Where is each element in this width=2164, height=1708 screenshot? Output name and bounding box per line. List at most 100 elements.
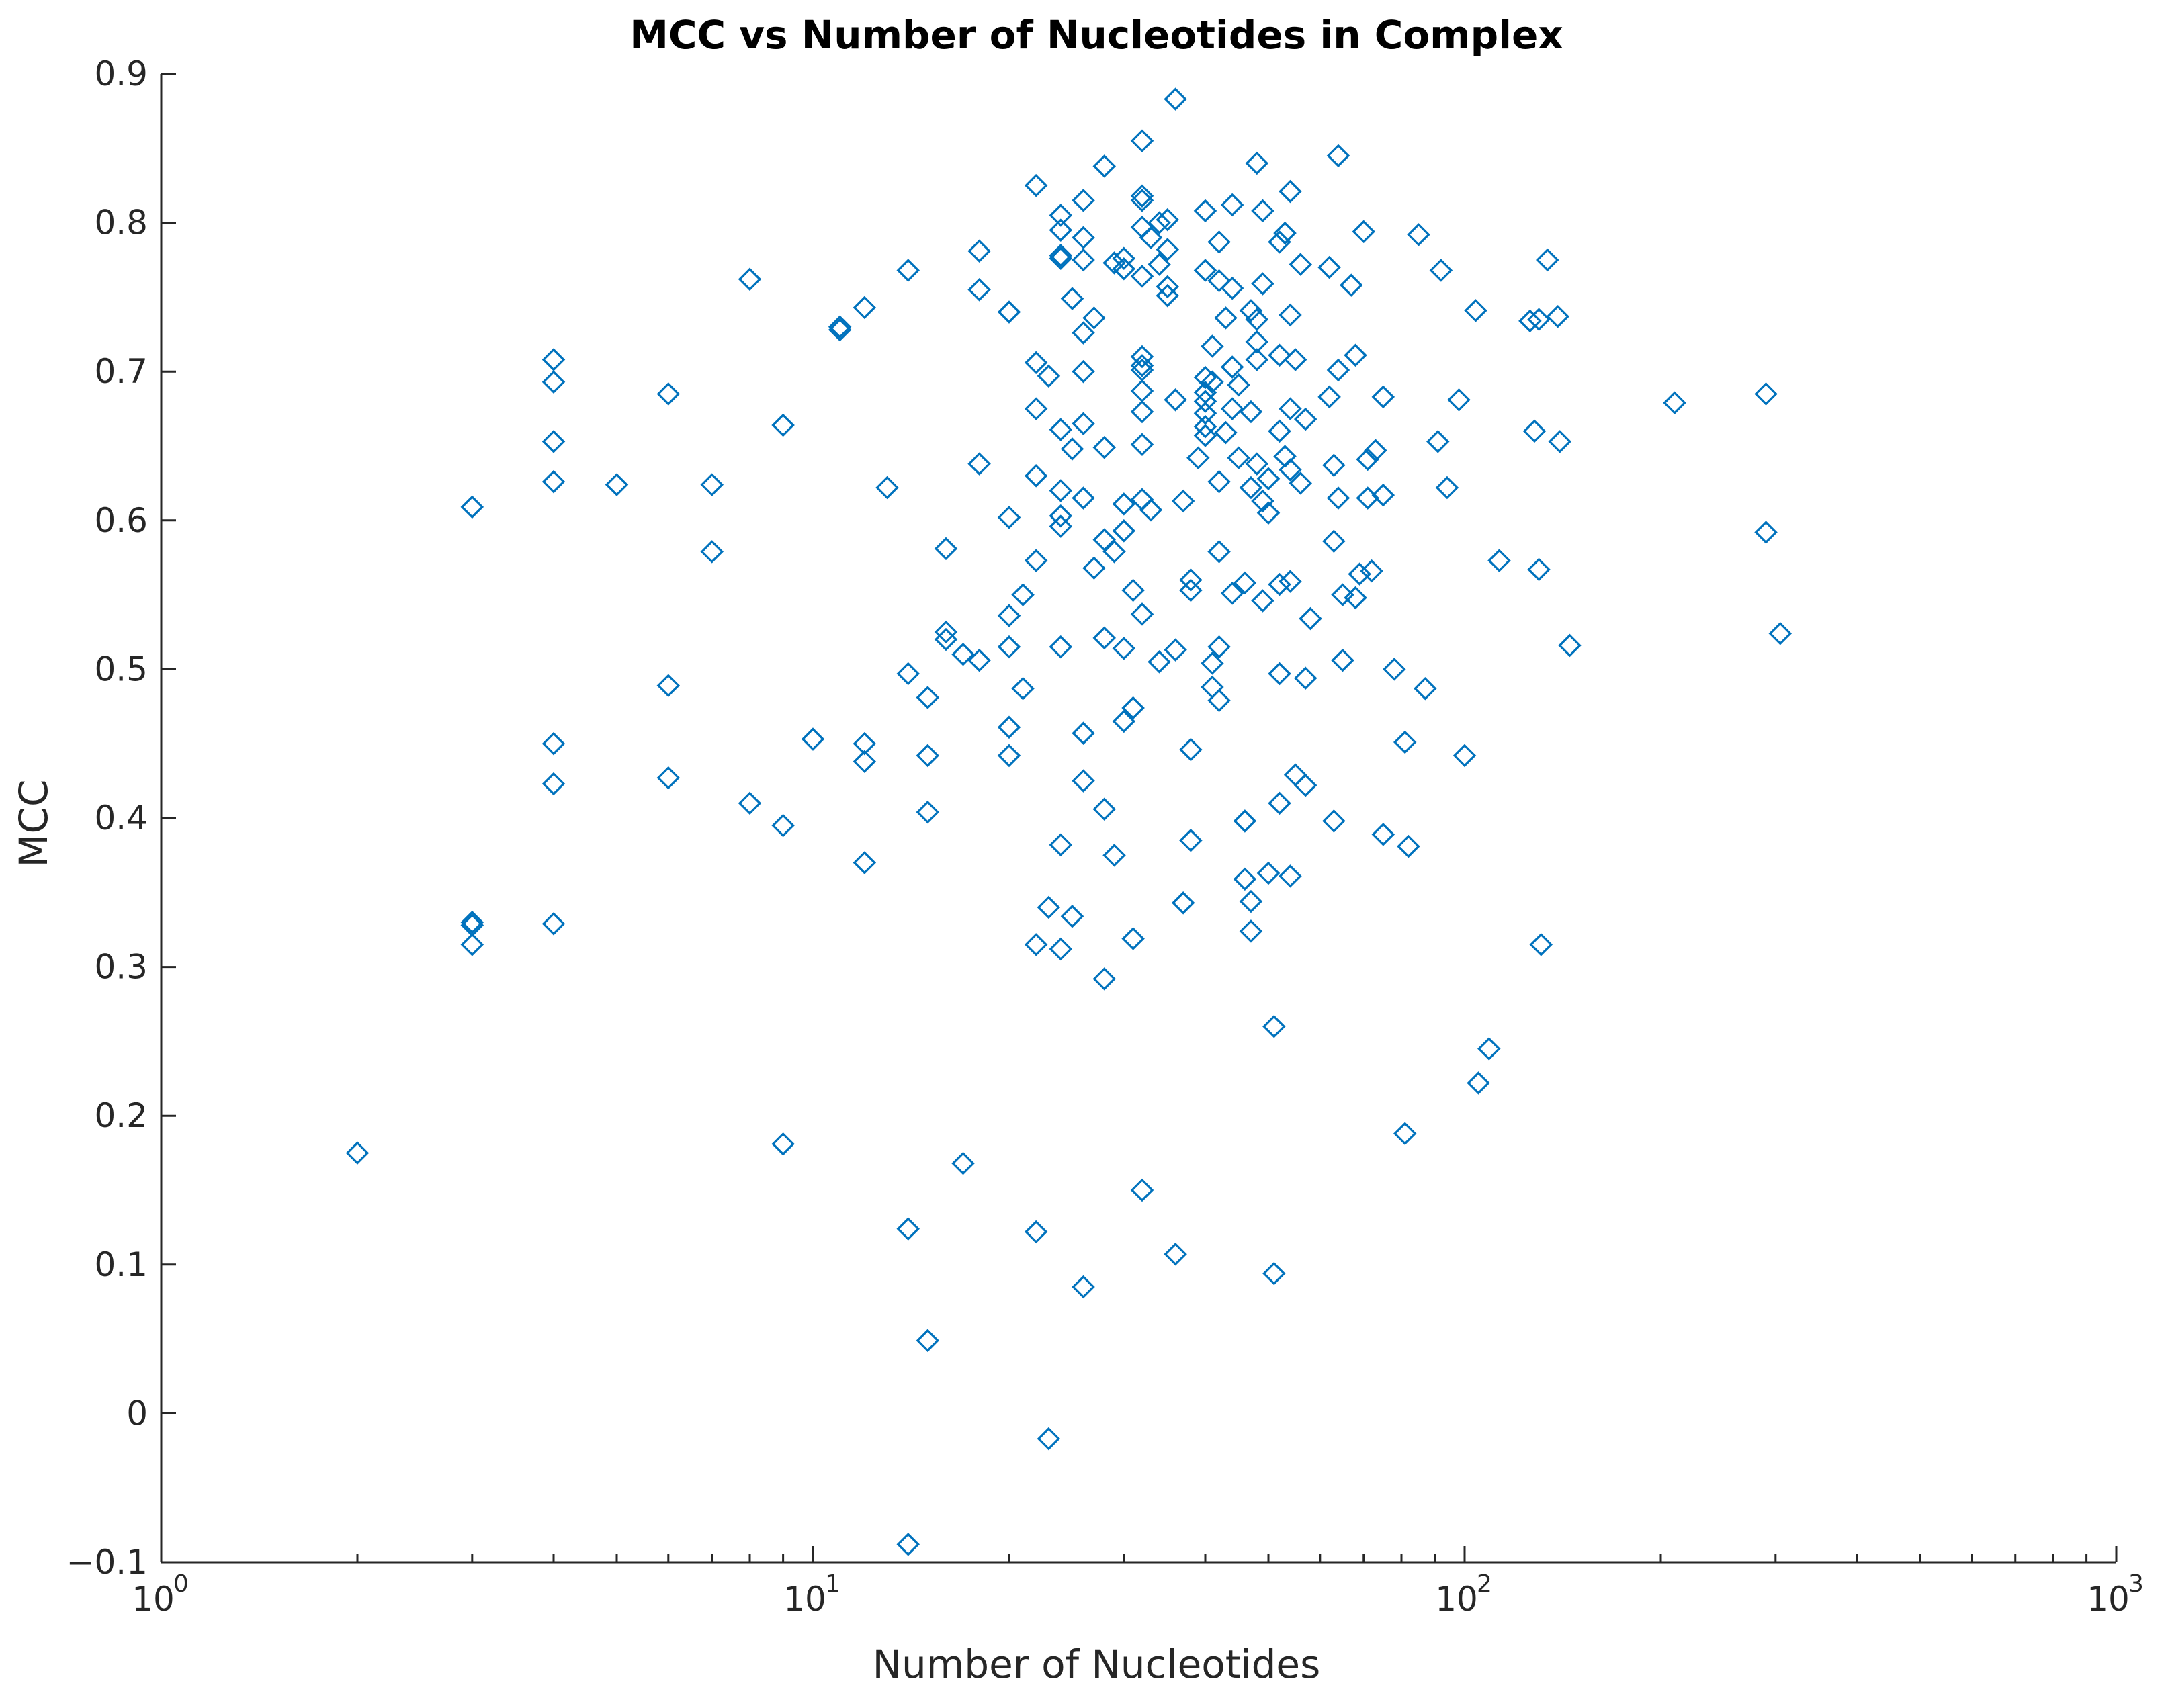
data-point	[1112, 519, 1136, 543]
data-point	[1092, 435, 1117, 459]
data-point	[1239, 919, 1263, 943]
data-point	[1371, 483, 1395, 507]
data-point	[1130, 215, 1154, 239]
data-point	[1227, 373, 1250, 397]
data-point	[1049, 246, 1073, 271]
data-point	[1201, 370, 1224, 394]
data-point	[1037, 364, 1061, 388]
data-point	[1663, 391, 1686, 414]
data-point	[1112, 492, 1136, 516]
data-point	[1082, 306, 1106, 330]
x-tick-label: 101	[783, 1570, 840, 1619]
data-point	[542, 731, 566, 756]
data-point	[1214, 420, 1238, 445]
data-point	[1179, 578, 1203, 602]
x-axis-label: Number of Nucleotides	[873, 1642, 1321, 1687]
data-point	[967, 452, 991, 476]
data-point	[1256, 501, 1281, 525]
data-point	[1251, 589, 1274, 613]
data-point	[1364, 439, 1387, 462]
data-point	[1289, 471, 1313, 495]
data-point	[997, 715, 1021, 739]
data-point	[1130, 265, 1154, 288]
data-point	[1239, 400, 1263, 424]
data-point	[1207, 540, 1231, 564]
data-point	[1207, 688, 1231, 713]
data-point	[1049, 635, 1073, 659]
data-point	[1268, 230, 1291, 254]
data-point	[1331, 583, 1354, 606]
data-point	[1193, 424, 1217, 447]
y-tick-label: 0.6	[94, 501, 148, 540]
y-tick-label: 0.5	[94, 649, 148, 688]
data-point	[460, 933, 484, 956]
data-point	[1293, 773, 1317, 797]
data-point	[1130, 602, 1154, 626]
y-tick-label: 0.4	[94, 799, 148, 838]
data-point	[1130, 400, 1154, 424]
data-point	[1049, 937, 1073, 961]
data-point	[1239, 476, 1263, 500]
data-point	[1156, 238, 1180, 261]
data-point	[1393, 730, 1417, 754]
data-point	[1435, 476, 1459, 500]
y-tick-label: −0.1	[67, 1543, 148, 1582]
data-point	[1112, 246, 1136, 271]
data-point	[460, 495, 484, 519]
data-point	[1102, 540, 1126, 564]
data-point	[1283, 763, 1307, 786]
data-point	[1268, 419, 1291, 443]
data-point	[1130, 1178, 1154, 1202]
data-point	[1546, 304, 1569, 328]
data-point	[460, 910, 484, 934]
data-point	[1768, 621, 1792, 645]
data-point	[1049, 244, 1073, 267]
x-tick-exponent: 3	[2128, 1570, 2144, 1598]
data-point	[1024, 1220, 1048, 1244]
data-point	[1233, 571, 1257, 595]
data-point	[1356, 447, 1379, 471]
data-point	[1299, 606, 1322, 631]
data-point	[1207, 469, 1231, 494]
data-point	[1072, 189, 1095, 212]
data-point	[542, 469, 566, 494]
data-point	[1279, 303, 1302, 327]
data-point	[656, 382, 681, 406]
data-point	[1273, 221, 1297, 245]
data-point	[1383, 658, 1406, 681]
data-point	[1130, 184, 1154, 208]
data-point	[1092, 797, 1117, 821]
data-point	[1251, 199, 1274, 223]
data-point	[1072, 721, 1095, 745]
data-point	[951, 1151, 975, 1175]
data-point	[1393, 1122, 1417, 1146]
x-tick-label: 102	[1435, 1570, 1492, 1619]
data-point	[542, 772, 566, 796]
data-point	[1289, 253, 1313, 276]
data-point	[1262, 1261, 1286, 1286]
data-point	[1477, 1037, 1501, 1061]
data-point	[1262, 1014, 1286, 1038]
data-point	[656, 766, 681, 790]
data-point	[916, 800, 940, 824]
x-tick-base: 10	[783, 1580, 826, 1619]
data-point	[1130, 488, 1154, 512]
data-point	[1171, 891, 1195, 915]
y-tick-label: 0	[126, 1394, 148, 1433]
data-point	[1348, 562, 1371, 586]
data-point	[1754, 521, 1778, 544]
data-point	[1060, 287, 1084, 310]
data-point	[1317, 385, 1341, 409]
data-point	[1245, 452, 1269, 476]
data-point	[1024, 464, 1048, 488]
data-point	[1130, 345, 1154, 369]
data-point	[1112, 637, 1136, 660]
data-point	[1407, 223, 1430, 246]
data-point	[934, 537, 958, 561]
data-point	[853, 851, 877, 874]
data-point	[1522, 419, 1547, 443]
data-point	[1179, 828, 1203, 852]
data-point	[1072, 486, 1095, 510]
data-point	[1268, 662, 1291, 686]
